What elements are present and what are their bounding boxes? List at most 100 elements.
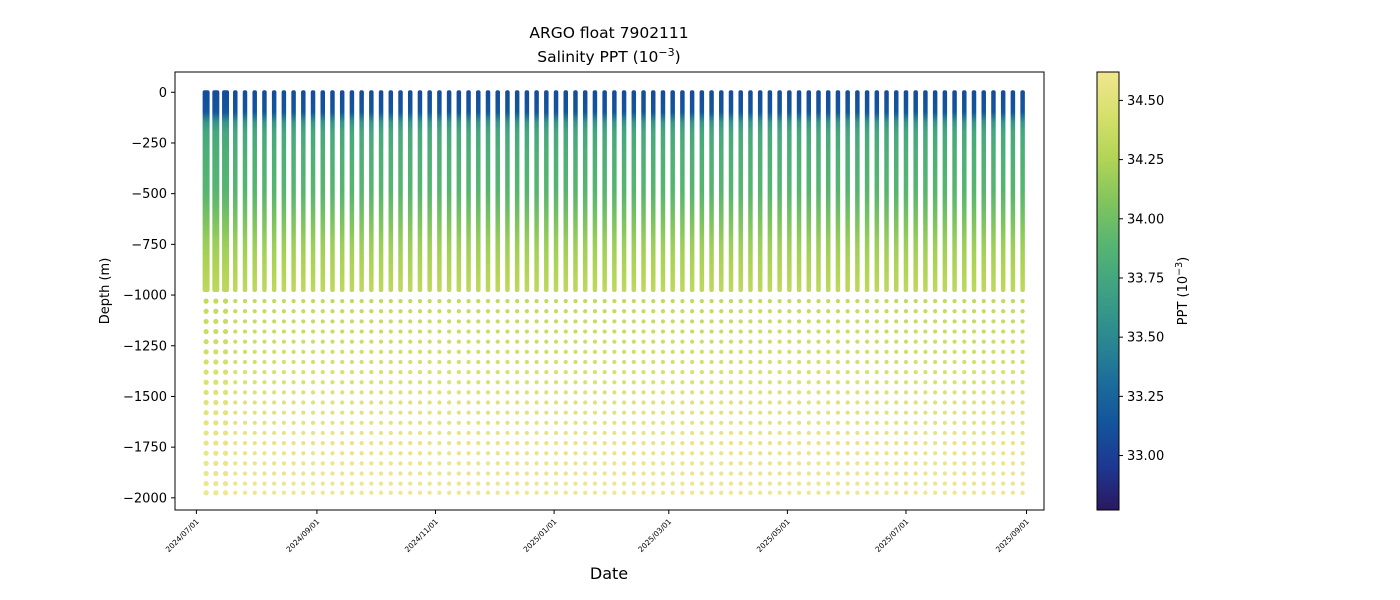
- profile-point: [301, 299, 306, 304]
- profile-point: [738, 400, 743, 405]
- profile-point: [874, 430, 879, 436]
- profile-point: [301, 370, 306, 375]
- profile-point: [252, 490, 257, 495]
- profile-point: [272, 319, 277, 324]
- profile-point: [233, 309, 238, 314]
- profile-point: [933, 309, 938, 314]
- profile-point: [378, 380, 384, 385]
- profile-point: [447, 481, 452, 486]
- profile-point: [388, 370, 393, 375]
- profile-point: [855, 430, 860, 436]
- profile-point: [612, 380, 617, 385]
- profile-point: [913, 440, 918, 446]
- profile-point: [466, 299, 471, 304]
- profile-point: [719, 451, 724, 456]
- profile-point: [758, 390, 763, 395]
- profile-point: [835, 471, 841, 476]
- profile-point: [466, 461, 471, 466]
- profile-point: [252, 461, 257, 466]
- profile-point: [447, 309, 452, 314]
- profile-point: [806, 481, 811, 486]
- profile-point: [1020, 380, 1025, 385]
- profile-point: [573, 380, 578, 385]
- profile-point: [884, 309, 889, 314]
- profile-point: [816, 339, 821, 344]
- profile-point: [991, 359, 996, 365]
- y-tick-label: −1000: [123, 289, 167, 304]
- profile-point: [573, 420, 578, 425]
- profile-point: [340, 390, 345, 395]
- profile-point: [252, 299, 257, 304]
- profile-point: [981, 370, 986, 375]
- profile-point: [981, 329, 986, 334]
- profile-point: [398, 430, 403, 436]
- profile-dense-segment: [388, 90, 394, 292]
- profile-point: [612, 430, 617, 436]
- profile-point: [719, 319, 724, 324]
- profile-point: [690, 410, 695, 415]
- profile-point: [933, 370, 938, 375]
- profile-point: [767, 380, 772, 385]
- profile-point: [806, 390, 811, 395]
- profile-point: [758, 329, 763, 334]
- profile-point: [738, 440, 743, 446]
- profile-point: [942, 440, 947, 446]
- profile-point: [670, 299, 675, 304]
- profile-dense-segment: [631, 90, 637, 292]
- profile-point: [505, 430, 510, 436]
- profile-point: [408, 461, 413, 466]
- profile-point: [388, 451, 393, 456]
- profile-point: [621, 451, 627, 456]
- colorbar-label-main: PPT (10: [1176, 276, 1191, 325]
- profile-point: [544, 430, 549, 436]
- profile-point: [719, 490, 724, 495]
- profile-point: [281, 451, 286, 456]
- profile-point: [427, 410, 432, 415]
- chart-subtitle-end: ): [675, 48, 681, 66]
- profile-point: [777, 359, 782, 365]
- profile-point: [583, 490, 588, 495]
- profile-point: [378, 471, 384, 476]
- profile-point: [437, 309, 442, 314]
- profile-point: [398, 329, 403, 334]
- profile-point: [690, 451, 695, 456]
- profile-point: [709, 339, 714, 344]
- profile-point: [903, 390, 909, 395]
- profile-point: [728, 380, 734, 385]
- profile-point: [942, 299, 947, 304]
- profile-point: [845, 329, 850, 334]
- profile-point: [641, 490, 646, 495]
- profile-point: [583, 359, 588, 365]
- profile-point: [709, 451, 714, 456]
- profile-point: [864, 400, 870, 405]
- profile-point: [573, 451, 578, 456]
- profile-point: [291, 380, 296, 385]
- profile-point: [845, 400, 850, 405]
- profile-point: [524, 400, 529, 405]
- profile-point: [680, 471, 685, 476]
- profile-point: [213, 349, 219, 355]
- profile-point: [894, 420, 899, 425]
- profile-point: [894, 329, 899, 334]
- profile-dense-segment: [942, 90, 948, 292]
- profile-dense-segment: [222, 90, 230, 292]
- profile-point: [573, 440, 578, 446]
- profile-point: [845, 319, 850, 324]
- profile-point: [359, 471, 364, 476]
- profile-point: [670, 461, 675, 466]
- profile-point: [485, 400, 491, 405]
- profile-point: [835, 481, 841, 486]
- profile-point: [369, 319, 374, 324]
- profile-point: [456, 461, 461, 466]
- profile-point: [534, 380, 539, 385]
- profile-point: [388, 339, 393, 344]
- profile-dense-segment: [855, 90, 860, 292]
- profile-point: [816, 359, 821, 365]
- profile-point: [806, 319, 811, 324]
- profile-dense-segment: [612, 90, 617, 292]
- profile-point: [369, 440, 374, 446]
- profile-point: [398, 299, 403, 304]
- profile-point: [690, 490, 695, 495]
- profile-point: [349, 471, 355, 476]
- profile-point: [515, 349, 520, 354]
